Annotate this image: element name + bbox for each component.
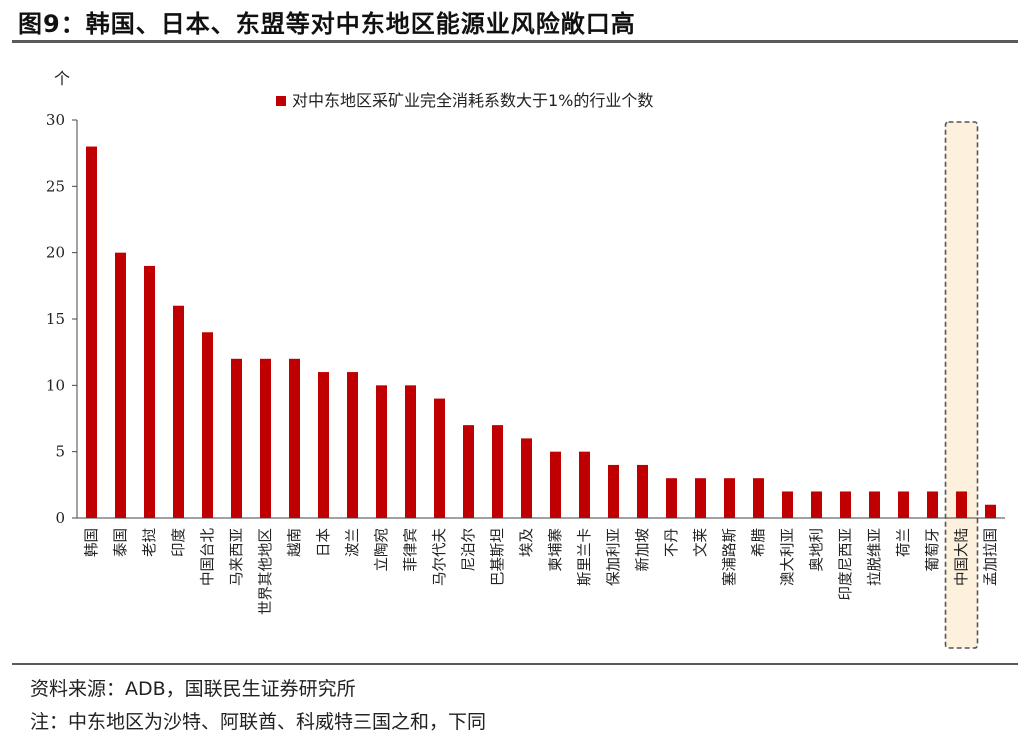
bar [115,252,126,518]
x-category-label: 波兰 [345,528,362,557]
bar [724,478,735,518]
x-category-label: 文莱 [693,528,710,557]
bar [86,146,97,518]
bar [492,425,503,518]
bar [318,372,329,518]
bar [956,491,967,518]
x-category-label: 马尔代夫 [432,528,449,586]
bar-chart: 个 对中东地区采矿业完全消耗系数大于1%的行业个数 0 5 10 15 20 25 30 韩… [46,69,1005,649]
x-category-label: 尼泊尔 [461,528,478,572]
x-category-label: 越南 [287,528,304,557]
bar [144,265,155,518]
bar [521,438,532,518]
x-axis-labels: 韩国 泰国 老挝 印度 中国台北 马来西亚 世界其他地区 越南 日本 波兰 立陶宛 菲律宾 马尔代夫 尼泊… [84,528,1000,615]
bars [86,146,996,518]
bar [840,491,851,518]
highlight-layer [944,121,979,649]
title-divider [12,40,1018,43]
bar [898,491,909,518]
footnote: 注：中东地区为沙特、阿联酋、科威特三国之和，下同 [30,711,487,733]
bar [579,451,590,518]
x-category-label: 韩国 [84,528,101,557]
bar [608,464,619,518]
bar [202,332,213,518]
bar [927,491,938,518]
source-note: 资料来源：ADB，国联民生证券研究所 [30,678,356,700]
bar [550,451,561,518]
bar [869,491,880,518]
x-category-label: 希腊 [751,528,768,557]
x-category-label: 孟加拉国 [983,528,1000,586]
bar [173,305,184,518]
bar [695,478,706,518]
x-category-label: 荷兰 [896,528,913,557]
x-category-label: 中国大陆 [954,528,971,586]
y-tick-label: 25 [46,177,65,195]
figure-title: 图9：韩国、日本、东盟等对中东地区能源业风险敞口高 [18,10,636,38]
bar [231,358,242,518]
y-unit-label: 个 [54,69,70,88]
x-category-label: 柬埔寨 [547,528,565,572]
legend: 对中东地区采矿业完全消耗系数大于1%的行业个数 [276,91,653,110]
x-category-label: 世界其他地区 [258,528,275,615]
bar [289,358,300,518]
bar [434,398,445,518]
x-category-label: 老挝 [142,528,159,557]
x-category-label: 印度尼西亚 [838,528,855,601]
bar [985,504,996,518]
bar [463,425,474,518]
bar [376,385,387,518]
x-category-label: 菲律宾 [403,528,420,572]
x-category-label: 塞浦路斯 [721,528,739,586]
legend-label: 对中东地区采矿业完全消耗系数大于1%的行业个数 [292,91,653,110]
bar [753,478,764,518]
x-category-label: 新加坡 [635,528,652,572]
bar [347,372,358,518]
x-category-label: 立陶宛 [374,528,391,572]
x-category-label: 日本 [316,528,333,557]
bar [811,491,822,518]
bar [666,478,677,518]
x-category-label: 葡萄牙 [925,528,942,572]
y-tick-label: 5 [55,443,65,461]
y-tick-label: 10 [46,376,65,394]
x-category-label: 中国台北 [200,528,217,586]
x-category-label: 保加利亚 [606,528,623,586]
y-tick-label: 15 [46,310,65,328]
bar [782,491,793,518]
bar [637,464,648,518]
x-category-label: 拉脱维亚 [867,528,884,586]
x-category-label: 泰国 [113,528,130,557]
x-category-label: 埃及 [519,528,536,557]
y-tick-label: 20 [46,244,65,262]
footer-divider [12,663,1018,665]
x-category-label: 巴基斯坦 [490,528,507,586]
legend-swatch [276,96,286,106]
x-category-label: 马来西亚 [229,528,246,586]
bar [260,358,271,518]
x-category-label: 印度 [171,528,188,557]
x-category-label: 不丹 [665,528,681,557]
y-tick-label: 0 [55,509,65,527]
x-category-label: 澳大利亚 [780,528,797,586]
x-category-label: 奥地利 [809,528,826,572]
bar [405,385,416,518]
highlight-box [944,121,979,649]
x-category-label: 斯里兰卡 [577,528,594,586]
y-tick-label: 30 [46,111,65,129]
